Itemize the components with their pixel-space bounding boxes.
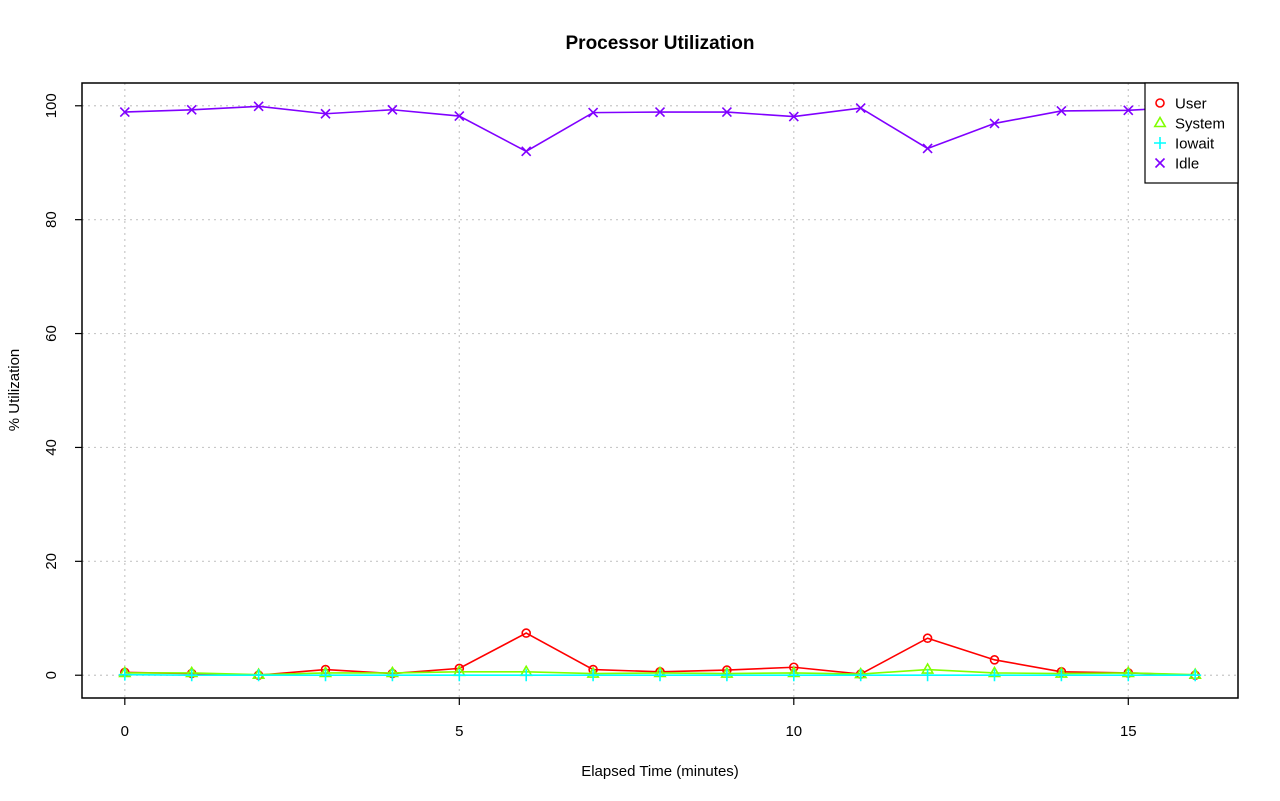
legend: User System Iowait Idle [1144,82,1239,184]
legend-label-iowait: Iowait [1175,136,1215,153]
data-point-iowait [854,669,867,682]
data-point-idle [1123,105,1134,116]
data-point-iowait [252,669,265,682]
data-point-idle [320,108,331,119]
data-point-iowait [520,669,533,682]
data-point-iowait [988,669,1001,682]
data-point-idle [788,111,799,122]
legend-label-system: System [1175,116,1225,133]
data-point-idle [521,146,532,157]
data-point-idle [654,106,666,118]
legend-marker-system [1153,115,1167,128]
data-point-iowait [453,669,466,682]
data-point-user [922,633,933,644]
data-point-iowait [720,669,733,682]
grid-lines [82,83,1238,698]
x-axis-label: Elapsed Time (minutes) [581,763,739,780]
data-point-iowait [319,669,332,682]
x-tick-label: 5 [455,723,463,740]
data-point-iowait [587,669,600,682]
chart-title: Processor Utilization [566,33,755,54]
data-point-user [989,655,1000,665]
data-point-iowait [921,669,934,682]
x-tick-label: 10 [785,723,802,740]
data-point-iowait [185,669,198,682]
axes: 0 5 10 15 0 20 40 60 80 100 [43,93,1137,740]
data-point-idle [855,102,866,114]
data-point-idle [989,118,1000,129]
y-tick-label: 100 [43,93,60,118]
plot-frame [81,82,1239,699]
data-point-iowait [1122,669,1135,682]
y-tick-label: 60 [43,325,60,342]
data-point-user [521,628,532,638]
series-iowait [118,668,1202,682]
data-point-idle [1056,105,1067,116]
data-point-idle [387,104,398,115]
legend-label-user: User [1175,96,1207,113]
data-point-iowait [1055,669,1068,682]
y-tick-label: 20 [43,553,60,570]
y-tick-label: 40 [43,439,60,456]
x-tick-label: 15 [1120,723,1137,740]
series-idle [119,101,1201,157]
y-tick-label: 80 [43,211,60,228]
data-point-idle [186,104,197,115]
data-point-iowait [118,668,131,681]
data-point-iowait [1189,669,1202,682]
data-point-idle [253,101,264,112]
legend-marker-iowait [1154,137,1166,149]
data-point-idle [454,110,465,122]
legend-label-idle: Idle [1175,156,1199,173]
data-point-idle [588,107,599,118]
series-layer [118,101,1202,682]
legend-marker-idle [1154,157,1166,169]
data-point-idle [119,106,130,118]
data-point-iowait [787,669,800,682]
x-tick-label: 0 [121,723,129,740]
y-tick-label: 0 [43,671,60,679]
data-point-iowait [386,669,399,682]
data-point-idle [721,106,732,118]
data-point-iowait [654,669,666,682]
legend-marker-user [1155,98,1165,108]
data-point-idle [922,143,933,154]
y-axis-label: % Utilization [6,349,23,432]
